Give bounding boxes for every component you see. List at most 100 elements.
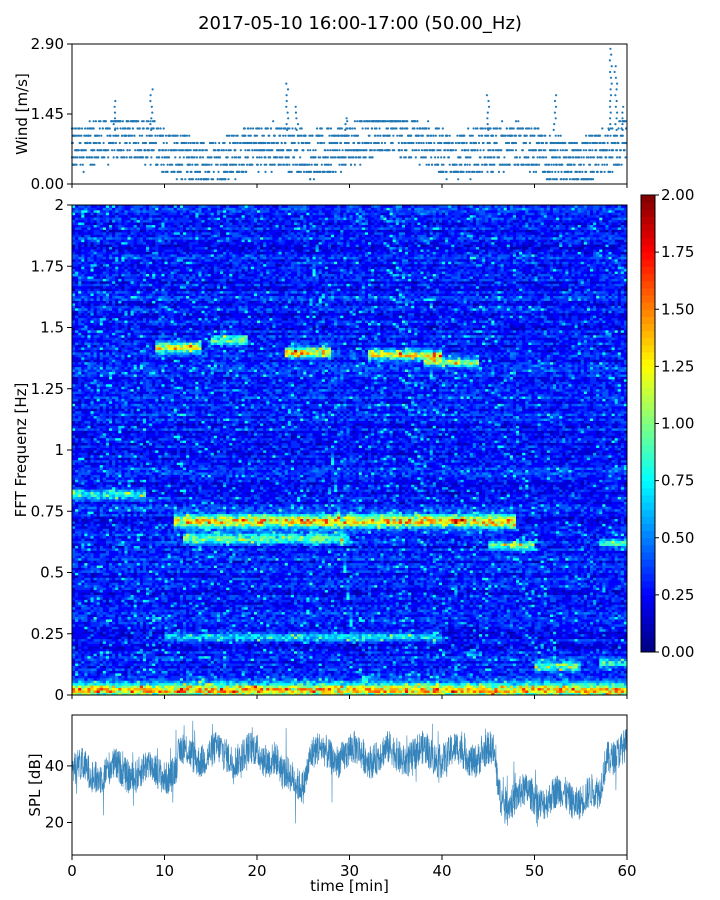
spectrogram-cell (485, 673, 488, 676)
spectrogram-cell (494, 685, 497, 688)
spectrogram-cell (457, 661, 460, 664)
spectrogram-cell (504, 671, 507, 674)
spectrogram-cell (479, 680, 482, 683)
spectrogram-cell (251, 656, 254, 659)
spectrogram-cell (72, 688, 75, 691)
spectrogram-cell (433, 661, 440, 664)
spectrogram-cell (399, 671, 402, 674)
spectrogram-cell (134, 685, 137, 688)
wind-point (596, 142, 598, 144)
spectrogram-cell (260, 661, 267, 664)
spectrogram-cell (121, 680, 124, 683)
wind-point (618, 164, 620, 166)
spectrogram-cell (313, 678, 320, 681)
spectrogram-cell (143, 661, 146, 664)
spectrogram-cell (454, 688, 457, 691)
spectrogram-cell (306, 668, 309, 671)
spectrogram-cell (165, 680, 168, 683)
spectrogram-cell (476, 690, 479, 693)
spectrogram-cell (313, 683, 316, 686)
spectrogram-cell (587, 653, 590, 656)
wind-point (293, 135, 295, 137)
spectrogram-cell (91, 668, 98, 671)
spectrogram-cell (522, 651, 525, 654)
spectrogram-cell (556, 653, 559, 656)
spectrogram-cell (306, 656, 309, 659)
wind-point (176, 149, 178, 151)
spectrogram-cell (134, 688, 144, 691)
wind-point (486, 94, 488, 96)
spectrogram-cell (528, 651, 531, 654)
wind-point (109, 127, 111, 129)
spectrogram-cell (609, 675, 612, 678)
spectrogram-cell (100, 678, 107, 681)
spectrogram-cell (94, 678, 97, 681)
wind-point (589, 142, 591, 144)
spectrogram-cell (584, 656, 587, 659)
wind-point (539, 156, 541, 158)
wind-point (570, 171, 572, 173)
spectrogram-cell (115, 678, 118, 681)
wind-point (287, 112, 289, 114)
spectrogram-cell (568, 658, 575, 661)
spectrogram-cell (226, 658, 229, 661)
spectrogram-cell (131, 656, 134, 659)
spectrogram-cell (599, 683, 602, 686)
wind-point (258, 127, 260, 129)
wind-point (431, 164, 433, 166)
spectrogram-cell (501, 663, 514, 666)
wind-ytick-label: 1.45 (31, 105, 64, 123)
spectrogram-cell (531, 661, 534, 664)
spectrogram-cell (578, 653, 581, 656)
spectrogram-cell (279, 651, 282, 654)
spectrogram-cell (128, 658, 138, 661)
spectrogram-cell (124, 658, 127, 661)
spectrogram-cell (380, 651, 383, 654)
wind-point (89, 142, 91, 144)
spectrogram-cell (288, 688, 291, 691)
spectrogram-cell (535, 651, 538, 654)
spectrogram-cell (180, 656, 183, 659)
spectrogram-cell (251, 678, 254, 681)
spectrogram-cell (439, 663, 442, 666)
spectrogram-cell (547, 685, 550, 688)
spectrogram-cell (615, 656, 618, 659)
spectrogram-cell (556, 656, 559, 659)
wind-point (490, 149, 492, 151)
spectrogram-cell (103, 663, 110, 666)
spectrogram-cell (513, 651, 516, 654)
spectrogram-cell (504, 661, 507, 664)
spectrogram-cell (572, 663, 575, 666)
spectrogram-cell (285, 680, 292, 683)
spectrogram-cell (488, 656, 491, 659)
wind-point (274, 135, 276, 137)
spectrogram-cell (596, 653, 599, 656)
spectrogram-cell (81, 661, 84, 664)
wind-point (549, 135, 551, 137)
spectrogram-cell (433, 673, 440, 676)
spectrogram-cell (223, 648, 226, 651)
spectrogram-cell (578, 661, 581, 664)
spectrogram-cell (235, 685, 238, 688)
spectrogram-cell (131, 651, 134, 654)
wind-point (437, 156, 439, 158)
wind-point (187, 142, 189, 144)
spectrogram-cell (279, 675, 282, 678)
spectrogram-cell (411, 680, 414, 683)
spectrogram-cell (417, 683, 420, 686)
spectrogram-cell (285, 671, 292, 674)
spectrogram-cell (457, 678, 464, 681)
spectrogram-cell (507, 648, 510, 651)
wind-point (79, 164, 81, 166)
wind-point (616, 88, 618, 90)
spectrogram-cell (189, 683, 192, 686)
wind-point (611, 83, 613, 85)
spectrogram-cell (498, 668, 501, 671)
spectrogram-cell (165, 668, 168, 671)
spectrogram-cell (572, 671, 575, 674)
spectrogram-cell (424, 648, 427, 651)
spectrogram-cell (328, 658, 331, 661)
spectrogram-cell (436, 653, 439, 656)
spectrogram-cell (605, 688, 608, 691)
spectrogram-cell (97, 683, 100, 686)
